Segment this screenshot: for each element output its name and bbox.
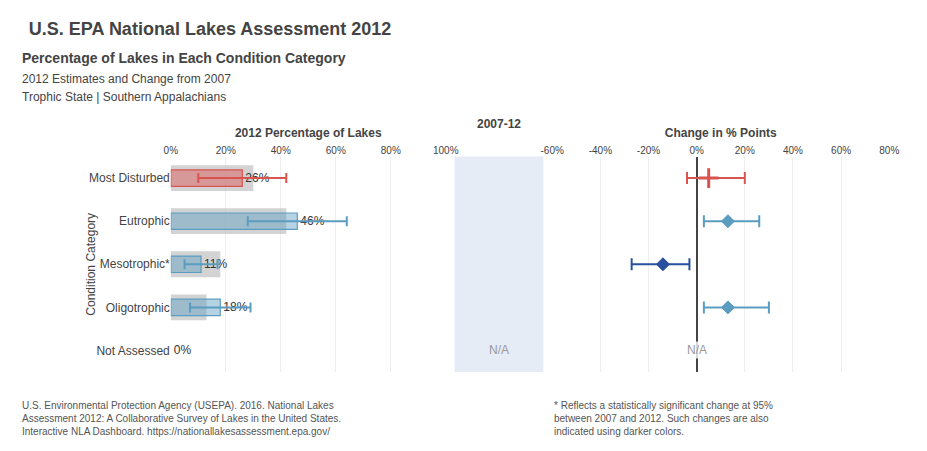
svg-text:80%: 80% [381, 145, 401, 156]
svg-text:46%: 46% [300, 214, 324, 228]
svg-text:40%: 40% [783, 145, 803, 156]
svg-text:Eutrophic: Eutrophic [119, 214, 170, 228]
svg-text:Change in % Points: Change in % Points [665, 126, 777, 140]
svg-text:20%: 20% [216, 145, 236, 156]
svg-text:Mesotrophic*: Mesotrophic* [100, 257, 170, 271]
svg-text:Condition Category: Condition Category [84, 213, 98, 316]
svg-text:Trophic State | Southern Appal: Trophic State | Southern Appalachians [22, 90, 226, 104]
svg-text:2012 Estimates and Change from: 2012 Estimates and Change from 2007 [22, 72, 231, 86]
svg-text:Not Assessed: Not Assessed [96, 344, 169, 358]
svg-text:Percentage of Lakes in Each Co: Percentage of Lakes in Each Condition Ca… [22, 50, 346, 66]
svg-text:60%: 60% [831, 145, 851, 156]
svg-text:0%: 0% [689, 145, 704, 156]
svg-text:26%: 26% [245, 171, 269, 185]
svg-text:2007-12: 2007-12 [477, 117, 521, 131]
svg-text:20%: 20% [735, 145, 755, 156]
svg-text:40%: 40% [271, 145, 291, 156]
svg-text:U.S. EPA National Lakes Assess: U.S. EPA National Lakes Assessment 2012 [29, 19, 392, 39]
svg-text:-20%: -20% [637, 145, 660, 156]
svg-text:100%: 100% [433, 145, 459, 156]
svg-text:60%: 60% [326, 145, 346, 156]
svg-text:-60%: -60% [541, 145, 564, 156]
svg-text:Most Disturbed: Most Disturbed [89, 171, 170, 185]
svg-text:N/A: N/A [489, 343, 509, 357]
svg-text:0%: 0% [164, 145, 179, 156]
svg-text:0%: 0% [174, 343, 192, 357]
svg-text:80%: 80% [879, 145, 899, 156]
svg-text:18%: 18% [223, 300, 247, 314]
svg-text:-40%: -40% [589, 145, 612, 156]
svg-text:2012 Percentage of Lakes: 2012 Percentage of Lakes [235, 126, 382, 140]
svg-text:U.S. Environmental Protection: U.S. Environmental Protection Agency (US… [22, 400, 341, 437]
svg-text:N/A: N/A [687, 343, 707, 357]
svg-text:11%: 11% [204, 257, 227, 271]
svg-text:Oligotrophic: Oligotrophic [106, 301, 170, 315]
svg-text:* Reflects a statistically sig: * Reflects a statistically significant c… [554, 400, 773, 437]
